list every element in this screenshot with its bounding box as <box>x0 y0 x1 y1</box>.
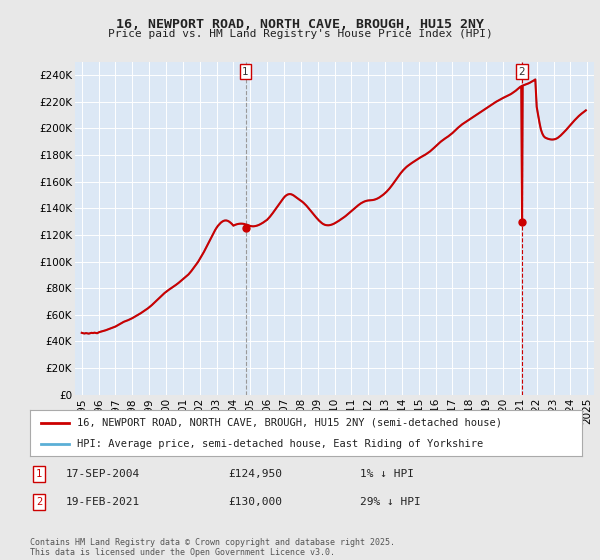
Text: 16, NEWPORT ROAD, NORTH CAVE, BROUGH, HU15 2NY (semi-detached house): 16, NEWPORT ROAD, NORTH CAVE, BROUGH, HU… <box>77 418 502 428</box>
Text: 1: 1 <box>242 67 249 77</box>
Text: 1: 1 <box>36 469 42 479</box>
Text: 2: 2 <box>36 497 42 507</box>
Text: 29% ↓ HPI: 29% ↓ HPI <box>360 497 421 507</box>
Text: 1% ↓ HPI: 1% ↓ HPI <box>360 469 414 479</box>
Text: Price paid vs. HM Land Registry's House Price Index (HPI): Price paid vs. HM Land Registry's House … <box>107 29 493 39</box>
Text: 2: 2 <box>519 67 526 77</box>
Text: 16, NEWPORT ROAD, NORTH CAVE, BROUGH, HU15 2NY: 16, NEWPORT ROAD, NORTH CAVE, BROUGH, HU… <box>116 18 484 31</box>
Text: 19-FEB-2021: 19-FEB-2021 <box>66 497 140 507</box>
Text: £130,000: £130,000 <box>228 497 282 507</box>
Text: HPI: Average price, semi-detached house, East Riding of Yorkshire: HPI: Average price, semi-detached house,… <box>77 439 483 449</box>
Text: 17-SEP-2004: 17-SEP-2004 <box>66 469 140 479</box>
Text: £124,950: £124,950 <box>228 469 282 479</box>
Text: Contains HM Land Registry data © Crown copyright and database right 2025.
This d: Contains HM Land Registry data © Crown c… <box>30 538 395 557</box>
